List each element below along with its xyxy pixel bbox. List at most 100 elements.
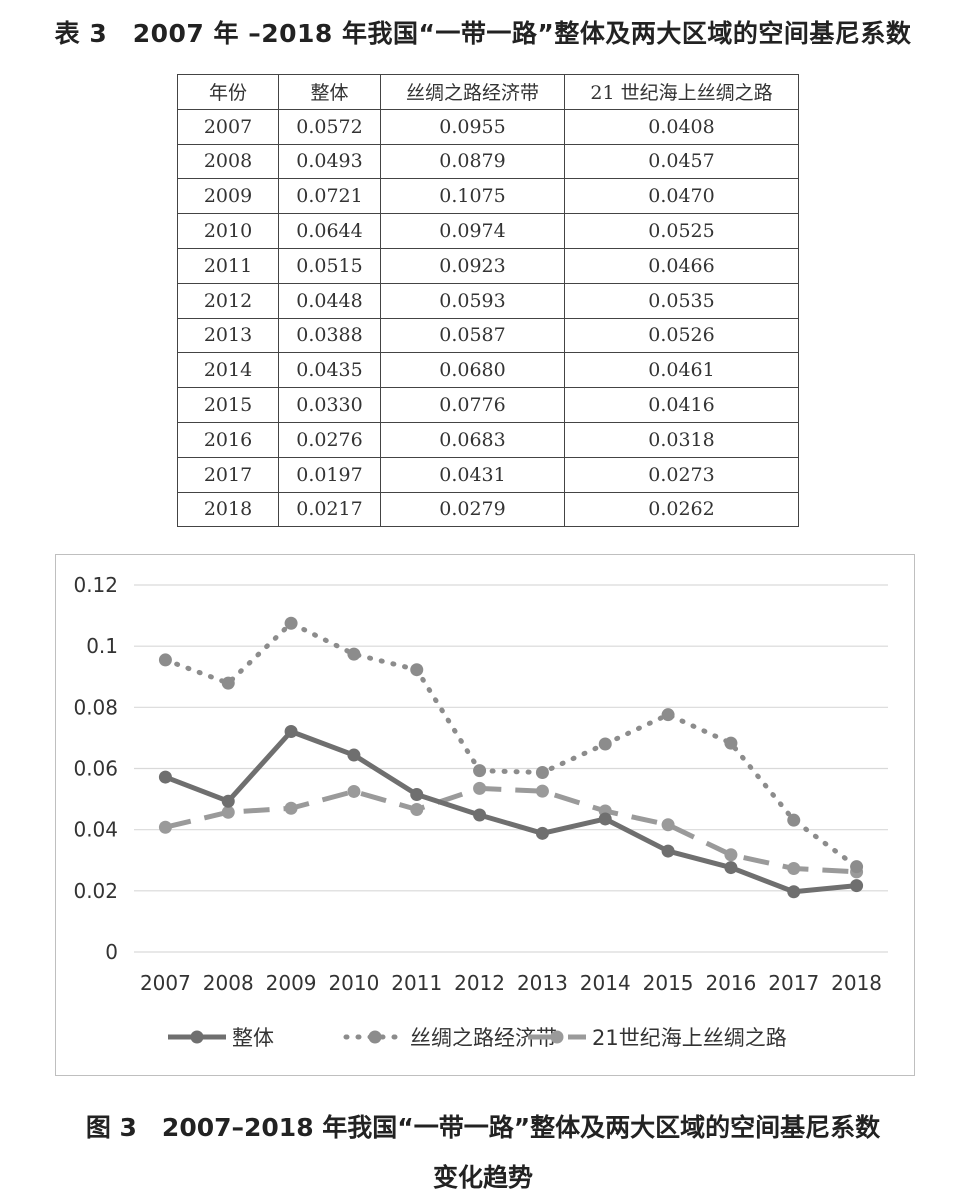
cell-silk-road-belt: 0.0776 <box>380 387 565 423</box>
cell-silk-road-belt: 0.0955 <box>380 108 565 145</box>
data-point <box>158 770 172 784</box>
x-tick-label: 2007 <box>140 971 191 995</box>
cell-overall: 0.0217 <box>278 491 381 528</box>
data-point <box>787 885 801 899</box>
cell-maritime-silk-road: 0.0466 <box>564 247 799 284</box>
cell-silk-road-belt: 0.0879 <box>380 143 565 180</box>
data-point <box>221 676 235 690</box>
data-point <box>850 860 864 874</box>
cell-silk-road-belt: 0.0974 <box>380 213 565 249</box>
cell-overall: 0.0515 <box>278 247 381 284</box>
data-point <box>535 784 549 798</box>
table-row: 2012 0.0448 0.0593 0.0535 <box>177 282 799 319</box>
data-point <box>347 647 361 661</box>
data-point <box>347 748 361 762</box>
cell-silk-road-belt: 0.0923 <box>380 247 565 284</box>
cell-year: 2011 <box>177 247 279 284</box>
cell-silk-road-belt: 0.0279 <box>380 491 565 528</box>
header-overall: 整体 <box>278 74 381 110</box>
data-point <box>473 764 487 778</box>
table-row: 2018 0.0217 0.0279 0.0262 <box>177 491 799 528</box>
cell-year: 2016 <box>177 421 279 458</box>
table-row: 2010 0.0644 0.0974 0.0525 <box>177 213 799 249</box>
data-point <box>221 794 235 808</box>
line-chart: 0 0.02 0.04 0.06 0.08 0.1 0.12 2007 2008 2009 2010… <box>73 573 888 1050</box>
cell-silk-road-belt: 0.0587 <box>380 317 565 354</box>
data-point <box>158 653 172 667</box>
cell-year: 2010 <box>177 213 279 249</box>
data-point <box>473 781 487 795</box>
cell-year: 2015 <box>177 387 279 423</box>
cell-year: 2014 <box>177 352 279 389</box>
data-point <box>598 812 612 826</box>
cell-overall: 0.0435 <box>278 352 381 389</box>
x-tick-label: 2008 <box>203 971 254 995</box>
cell-overall: 0.0388 <box>278 317 381 354</box>
cell-maritime-silk-road: 0.0457 <box>564 143 799 180</box>
legend-label: 21世纪海上丝绸之路 <box>592 1026 787 1050</box>
cell-overall: 0.0197 <box>278 456 381 493</box>
data-point <box>850 879 864 893</box>
data-point <box>284 724 298 738</box>
cell-silk-road-belt: 0.0683 <box>380 421 565 458</box>
x-tick-label: 2016 <box>705 971 756 995</box>
header-year: 年份 <box>177 74 279 110</box>
y-tick-label: 0.04 <box>73 818 118 842</box>
cell-year: 2008 <box>177 143 279 180</box>
table-row: 2007 0.0572 0.0955 0.0408 <box>177 108 799 145</box>
data-point <box>724 736 738 750</box>
y-tick-label: 0.06 <box>73 757 118 781</box>
legend-swatch-marker <box>368 1030 382 1044</box>
x-tick-label: 2012 <box>454 971 505 995</box>
x-tick-label: 2015 <box>643 971 694 995</box>
x-tick-label: 2009 <box>266 971 317 995</box>
cell-overall: 0.0448 <box>278 282 381 319</box>
table-row: 2015 0.0330 0.0776 0.0416 <box>177 387 799 423</box>
cell-maritime-silk-road: 0.0408 <box>564 108 799 145</box>
figure-title: 图 3 2007–2018 年我国“一带一路”整体及两大区域的空间基尼系数 <box>85 1113 881 1142</box>
cell-year: 2018 <box>177 491 279 528</box>
data-point <box>221 805 235 819</box>
data-point <box>535 826 549 840</box>
cell-year: 2007 <box>177 108 279 145</box>
x-tick-label: 2011 <box>391 971 442 995</box>
x-tick-label: 2010 <box>328 971 379 995</box>
y-tick-label: 0.08 <box>73 695 118 719</box>
cell-overall: 0.0721 <box>278 178 381 215</box>
chart-container: 0 0.02 0.04 0.06 0.08 0.1 0.12 2007 2008 2009 2010… <box>55 554 915 1076</box>
data-point <box>724 848 738 862</box>
data-point <box>724 861 738 875</box>
table-row: 2014 0.0435 0.0680 0.0461 <box>177 352 799 389</box>
data-point <box>410 663 424 677</box>
data-point <box>473 808 487 822</box>
cell-maritime-silk-road: 0.0416 <box>564 387 799 423</box>
table-row: 2008 0.0493 0.0879 0.0457 <box>177 143 799 180</box>
x-tick-label: 2018 <box>831 971 882 995</box>
x-tick-label: 2013 <box>517 971 568 995</box>
cell-maritime-silk-road: 0.0273 <box>564 456 799 493</box>
figure-title-continued: 变化趋势 <box>432 1163 533 1192</box>
cell-maritime-silk-road: 0.0535 <box>564 282 799 319</box>
cell-silk-road-belt: 0.0431 <box>380 456 565 493</box>
cell-maritime-silk-road: 0.0470 <box>564 178 799 215</box>
table-row: 2011 0.0515 0.0923 0.0466 <box>177 247 799 284</box>
data-point <box>410 787 424 801</box>
cell-maritime-silk-road: 0.0525 <box>564 213 799 249</box>
cell-year: 2013 <box>177 317 279 354</box>
data-point <box>158 820 172 834</box>
y-tick-label: 0.02 <box>73 879 118 903</box>
gini-data-table: 年份 整体 丝绸之路经济带 21 世纪海上丝绸之路 2007 0.0572 0.09… <box>177 74 799 528</box>
cell-overall: 0.0276 <box>278 421 381 458</box>
data-point <box>598 737 612 751</box>
table-row: 2009 0.0721 0.1075 0.0470 <box>177 178 799 215</box>
cell-overall: 0.0572 <box>278 108 381 145</box>
y-tick-label: 0.1 <box>86 634 118 658</box>
legend-label: 整体 <box>232 1026 274 1050</box>
x-tick-label: 2014 <box>580 971 631 995</box>
cell-year: 2012 <box>177 282 279 319</box>
cell-year: 2009 <box>177 178 279 215</box>
data-point <box>535 765 549 779</box>
data-point <box>410 802 424 816</box>
header-silk-road-belt: 丝绸之路经济带 <box>380 74 565 110</box>
cell-overall: 0.0644 <box>278 213 381 249</box>
